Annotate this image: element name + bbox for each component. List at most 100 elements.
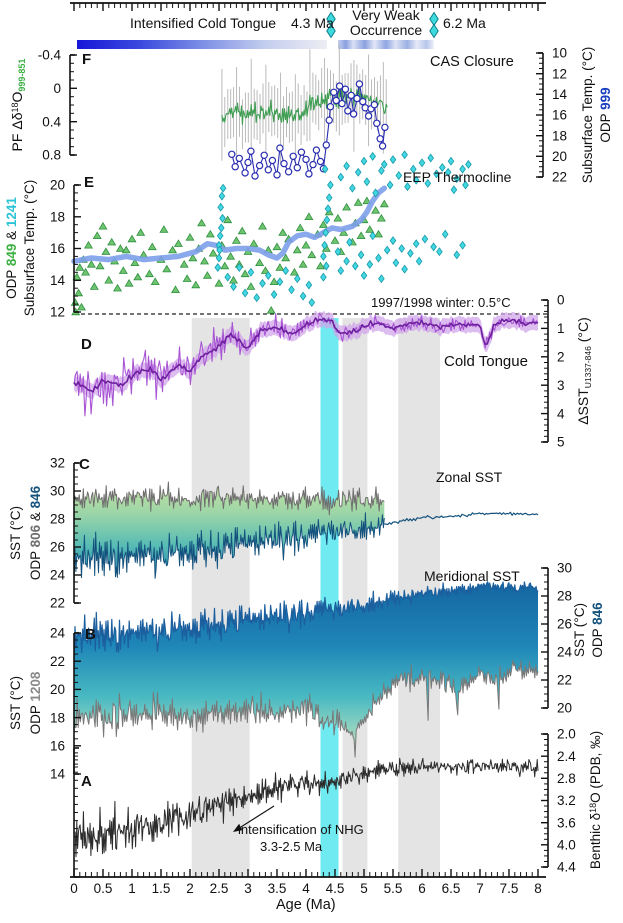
svg-text:24: 24 bbox=[50, 626, 66, 641]
a-right-title: Benthic δ18O (PDB, ‰) bbox=[588, 731, 603, 869]
svg-text:14: 14 bbox=[50, 273, 66, 288]
cold-tongue-label: Cold Tongue bbox=[444, 353, 528, 370]
svg-text:18: 18 bbox=[552, 128, 567, 143]
axis-c_left: 32 30 28 26 24 22 bbox=[50, 456, 81, 611]
band-glacial-2.0-3.0Ma bbox=[191, 318, 250, 877]
panel-letter-c: C bbox=[79, 456, 90, 473]
b-left-title: SST (°C) bbox=[8, 676, 23, 730]
svg-text:12: 12 bbox=[552, 66, 567, 81]
svg-text:12: 12 bbox=[50, 305, 65, 320]
panel-C bbox=[73, 481, 539, 591]
event-marker-diamond-1 bbox=[429, 11, 439, 27]
svg-text:16: 16 bbox=[552, 108, 567, 123]
svg-text:5: 5 bbox=[557, 435, 565, 450]
svg-text:4.4: 4.4 bbox=[557, 860, 576, 875]
c-left-title: SST (°C) bbox=[8, 506, 23, 560]
svg-text:6: 6 bbox=[418, 881, 426, 896]
svg-text:24: 24 bbox=[557, 645, 573, 660]
svg-text:14: 14 bbox=[50, 767, 66, 782]
svg-text:26: 26 bbox=[50, 540, 65, 555]
svg-text:20: 20 bbox=[50, 178, 65, 193]
axis-f_right: 10 12 14 16 18 20 22 bbox=[536, 46, 568, 185]
svg-text:0: 0 bbox=[53, 81, 61, 96]
panel-letter-e: E bbox=[84, 174, 95, 191]
svg-text:26: 26 bbox=[557, 617, 572, 632]
svg-text:28: 28 bbox=[50, 512, 65, 527]
nhg-annotation-line1: intensification of NHG bbox=[238, 822, 364, 837]
svg-text:4: 4 bbox=[302, 881, 310, 896]
svg-text:20: 20 bbox=[557, 701, 572, 716]
b-blue bbox=[73, 581, 539, 664]
svg-text:0.4: 0.4 bbox=[42, 114, 61, 129]
weak-occurrence-bar bbox=[338, 40, 434, 49]
d-right-title: ΔSSTU1337-846 (°C) bbox=[575, 317, 593, 425]
svg-text:2.4: 2.4 bbox=[557, 749, 576, 764]
occurrence-label: Occurrence bbox=[349, 22, 423, 38]
panel-A bbox=[74, 757, 539, 858]
svg-text:4.5: 4.5 bbox=[326, 881, 345, 896]
winter-reference-label: 1997/1998 winter: 0.5°C bbox=[371, 295, 511, 310]
svg-text:2.0: 2.0 bbox=[557, 727, 576, 742]
axis-b_right: 30 28 26 24 22 20 bbox=[541, 561, 573, 716]
onset-4-3ma-label: 4.3 Ma bbox=[291, 15, 334, 31]
axis-f_left: -0.4 0 0.4 0.8 bbox=[38, 48, 77, 163]
x-axis-bottom: 0 0.5 1 1.5 2 2.5 3 3.5 4 4.5 5 5.5 6 6.5 7 7.5 8 bbox=[70, 869, 546, 896]
f-left-title: PF Δδ18O999-851 bbox=[9, 59, 27, 152]
svg-text:30: 30 bbox=[50, 484, 65, 499]
svg-text:18: 18 bbox=[50, 209, 65, 224]
nhg-arrow bbox=[236, 805, 275, 831]
event-6-2ma-label: 6.2 Ma bbox=[443, 15, 486, 31]
svg-text:2.8: 2.8 bbox=[557, 771, 576, 786]
very-weak-label: Very Weak bbox=[352, 7, 420, 23]
svg-text:18: 18 bbox=[50, 710, 65, 725]
svg-text:22: 22 bbox=[557, 673, 572, 688]
f-right-title: Subsurface Temp. (°C) bbox=[580, 47, 595, 183]
svg-text:3: 3 bbox=[244, 881, 252, 896]
panel-letter-f: F bbox=[82, 51, 92, 68]
svg-text:14: 14 bbox=[552, 87, 568, 102]
svg-text:22: 22 bbox=[50, 654, 65, 669]
b-fill bbox=[74, 581, 538, 758]
svg-text:0.5: 0.5 bbox=[94, 881, 113, 896]
nhg-annotation-line2: 3.3-2.5 Ma bbox=[260, 839, 323, 854]
b-right-title: ODP 846 bbox=[590, 602, 605, 658]
e-left-title: Subsurface Temp. (°C) bbox=[22, 180, 37, 316]
c-navy bbox=[73, 512, 385, 591]
svg-text:32: 32 bbox=[50, 456, 65, 471]
cas-closure-label: CAS Closure bbox=[430, 54, 514, 70]
svg-text:3.6: 3.6 bbox=[557, 815, 576, 830]
nhg-arrowhead bbox=[233, 824, 243, 832]
event-marker-diamond-0 bbox=[326, 23, 336, 39]
panel-letter-d: D bbox=[81, 336, 92, 353]
panel-E bbox=[70, 150, 472, 316]
event-marker-diamond-1 bbox=[429, 23, 439, 39]
svg-text:7.5: 7.5 bbox=[500, 881, 519, 896]
c-navy-ext bbox=[384, 511, 539, 526]
svg-text:20: 20 bbox=[50, 682, 65, 697]
eep-thermocline-label: EEP Thermocline bbox=[403, 169, 512, 185]
svg-text:22: 22 bbox=[50, 596, 65, 611]
panel-letter-b: B bbox=[85, 626, 96, 643]
svg-text:3: 3 bbox=[557, 378, 565, 393]
svg-text:1: 1 bbox=[128, 881, 136, 896]
b-gray bbox=[73, 659, 539, 758]
svg-text:1.5: 1.5 bbox=[152, 881, 171, 896]
x-axis-top bbox=[70, 2, 546, 11]
svg-text:30: 30 bbox=[557, 561, 572, 576]
a-benthic bbox=[74, 757, 539, 858]
c-left-title: ODP 806 & 846 bbox=[28, 485, 43, 580]
band-cold-tongue-onset-4.3Ma bbox=[320, 318, 339, 877]
c-fill bbox=[74, 482, 385, 591]
svg-text:-0.4: -0.4 bbox=[38, 48, 62, 63]
svg-text:2: 2 bbox=[557, 350, 565, 365]
axis-a_right: 2.0 2.4 2.8 3.2 3.6 4.0 4.4 bbox=[541, 727, 576, 875]
svg-text:16: 16 bbox=[50, 739, 65, 754]
svg-text:8: 8 bbox=[534, 881, 542, 896]
zonal-sst-label: Zonal SST bbox=[436, 469, 503, 485]
c-gray bbox=[73, 481, 385, 516]
svg-text:4.0: 4.0 bbox=[557, 838, 576, 853]
axis-d_right: 0 1 2 3 4 5 bbox=[541, 293, 565, 450]
b-right-title: SST (°C) bbox=[572, 603, 587, 657]
